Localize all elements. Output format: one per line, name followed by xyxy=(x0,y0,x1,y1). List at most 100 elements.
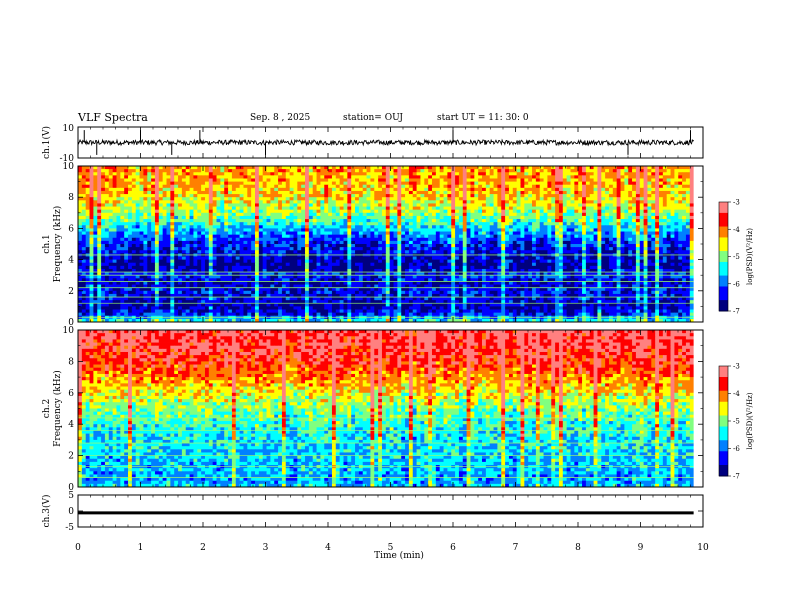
ch1-spec-cell xyxy=(335,187,341,192)
ch1-spec-cell xyxy=(401,234,406,239)
ch1-spec-cell xyxy=(224,219,229,223)
ch1-spec-cell xyxy=(170,219,175,223)
ch1-spec-cell xyxy=(570,215,575,220)
ch1-spec-cell xyxy=(289,166,294,170)
ch1-spec-cell xyxy=(651,175,656,179)
ch1-spec-cell xyxy=(689,187,695,192)
ch1-spec-cell xyxy=(401,212,406,217)
ch1-spec-cell xyxy=(501,256,506,260)
ch1-spec-cell xyxy=(143,256,148,260)
ch1-spec-cell xyxy=(178,222,183,226)
ch1-spec-cell xyxy=(128,234,133,239)
ch1-spec-cell xyxy=(466,212,471,217)
ch1-spec-cell xyxy=(424,197,429,201)
ch1-spec-cell xyxy=(508,203,514,207)
ch1-spec-cell xyxy=(162,187,167,192)
ch1-spec-cell xyxy=(170,184,175,189)
ch1-spec-cell xyxy=(204,212,210,217)
ch1-spec-cell xyxy=(124,219,129,223)
ch1-spec-cell xyxy=(574,209,579,214)
ch1-spec-cell xyxy=(397,215,402,220)
ch1-spec-cell xyxy=(135,256,140,260)
ch1-spec-cell xyxy=(682,244,687,248)
ch1-spec-cell xyxy=(516,187,521,192)
ch1-spec-cell xyxy=(539,206,544,211)
ch1-spec-cell xyxy=(78,256,83,260)
ch1-spec-cell xyxy=(270,178,275,182)
ch1-spec-cell xyxy=(570,181,575,186)
ch1-spec-cell xyxy=(639,181,645,186)
ch1-spec-cell xyxy=(447,203,452,207)
ch1-spec-cell xyxy=(447,240,452,245)
ch1-spec-cell xyxy=(612,175,618,179)
ch1-spec-cell xyxy=(220,194,225,198)
ch1-spec-cell xyxy=(612,237,618,242)
ch1-spec-cell xyxy=(258,259,264,264)
ch1-spec-cell xyxy=(555,250,560,254)
ch1-spec-cell xyxy=(470,237,475,242)
ch1-spec-cell xyxy=(312,240,317,245)
ch1-spec-cell xyxy=(355,181,360,186)
ch1-spec-cell xyxy=(312,187,317,192)
ch1-spec-cell xyxy=(512,250,518,254)
ch1-spec-cell xyxy=(204,215,210,220)
ch1-spec-cell xyxy=(104,259,110,264)
ch1-spec-cell xyxy=(366,175,371,179)
ch1-spec-cell xyxy=(135,194,140,198)
ch1-spec-cell xyxy=(470,172,475,176)
ch1-spec-cell xyxy=(589,244,594,248)
ch1-spec-cell xyxy=(362,225,367,229)
ch1-spec-cell xyxy=(78,181,83,186)
ch1-spec-cell xyxy=(151,181,156,186)
ch1-spec-cell xyxy=(281,206,287,211)
ch1-spec-cell xyxy=(239,234,244,239)
ch1-spec-cell xyxy=(685,190,691,195)
ch1-spec-cell xyxy=(485,228,491,232)
ch1-spec-cell xyxy=(405,240,410,245)
ch1-spec-cell xyxy=(428,203,433,207)
ch1-spec-cell xyxy=(112,225,117,229)
ch1-spec-cell xyxy=(324,175,329,179)
ch1-spec-cell xyxy=(101,209,106,214)
ch1-spec-cell xyxy=(447,190,452,195)
ch1-spec-cell xyxy=(612,209,618,214)
ch1-spec-cell xyxy=(443,215,448,220)
ch1-spec-cell xyxy=(274,172,279,176)
ch1-spec-cell xyxy=(331,209,337,214)
ch1-spec-cell xyxy=(381,187,387,192)
ch1-spec-cell xyxy=(651,237,656,242)
ch1-spec-cell xyxy=(659,250,664,254)
ch1-spec-cell xyxy=(316,256,321,260)
ch1-spec-cell xyxy=(393,169,398,173)
ch1-spec-cell xyxy=(301,194,306,198)
ch1-spec-cell xyxy=(643,250,648,254)
ch1-spec-cell xyxy=(289,194,294,198)
ch1-spec-cell xyxy=(659,237,664,242)
ch1-spec-cell xyxy=(551,190,556,195)
ch1-spec-cell xyxy=(362,178,367,182)
ch1-spec-cell xyxy=(662,219,668,223)
ch1-spec-cell xyxy=(620,166,625,170)
ch1-spec-cell xyxy=(482,231,487,236)
ch1-spec-cell xyxy=(101,190,106,195)
ch1-spec-cell xyxy=(235,225,240,229)
ch1-spec-cell xyxy=(555,194,560,198)
ch1-spec-cell xyxy=(489,184,494,189)
ch1-spec-cell xyxy=(270,197,275,201)
ch1-spec-cell xyxy=(632,240,637,245)
ch1-spec-cell xyxy=(285,240,291,245)
ch1-spec-cell xyxy=(120,203,125,207)
ch1-spec-cell xyxy=(197,237,202,242)
ch1-spec-cell xyxy=(562,222,568,226)
ch1-spec-cell xyxy=(308,187,314,192)
ch1-spec-cell xyxy=(539,166,544,170)
ch1-spec-cell xyxy=(355,219,360,223)
ch1-spec-cell xyxy=(78,244,83,248)
ch1-spec-cell xyxy=(366,215,371,220)
ch1-spec-cell xyxy=(431,178,437,182)
ch1-spec-cell xyxy=(547,184,552,189)
ch1-spec-cell xyxy=(562,240,568,245)
ch1-spec-cell xyxy=(420,225,425,229)
ch1-spec-cell xyxy=(178,184,183,189)
ch1-spec-cell xyxy=(489,212,494,217)
